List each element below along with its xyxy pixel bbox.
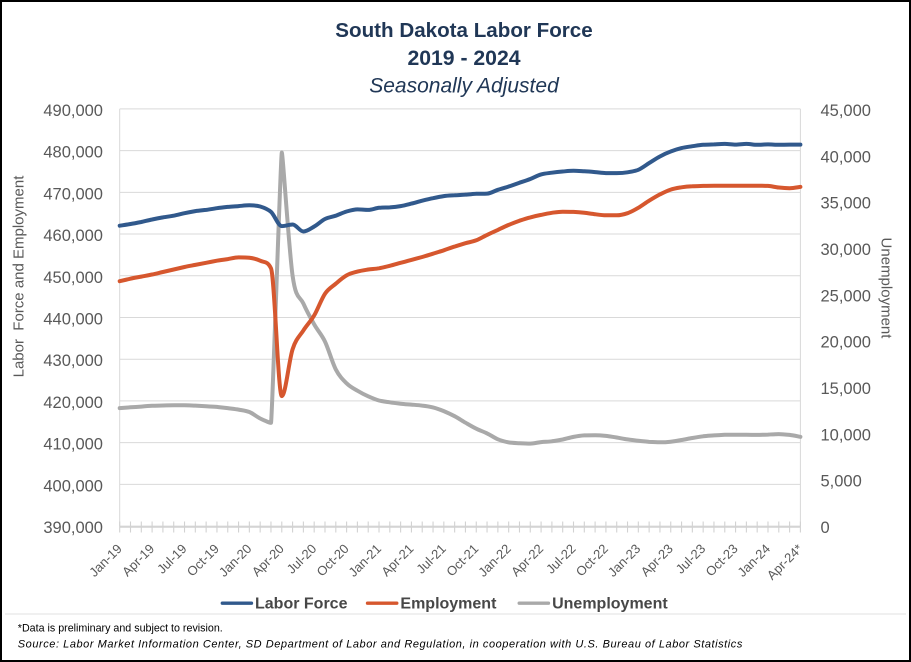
svg-text:420,000: 420,000 [43,394,103,412]
svg-text:25,000: 25,000 [821,287,871,305]
svg-text:Seasonally Adjusted: Seasonally Adjusted [369,75,560,98]
svg-text:Source: Labor Market Informati: Source: Labor Market Information Center,… [18,639,743,651]
svg-text:5,000: 5,000 [821,473,862,491]
svg-text:Unemployment: Unemployment [878,238,895,340]
svg-text:*Data is preliminary and subje: *Data is preliminary and subject to revi… [18,623,223,635]
svg-text:15,000: 15,000 [821,380,871,398]
svg-text:30,000: 30,000 [821,241,871,259]
svg-text:0: 0 [821,519,830,537]
svg-text:20,000: 20,000 [821,334,871,352]
svg-text:South Dakota Labor Force: South Dakota Labor Force [335,19,592,42]
svg-text:450,000: 450,000 [43,269,103,287]
svg-text:480,000: 480,000 [43,144,103,162]
svg-text:Labor Force: Labor Force [255,596,348,613]
svg-text:35,000: 35,000 [821,195,871,213]
svg-text:390,000: 390,000 [43,519,103,537]
svg-text:10,000: 10,000 [821,426,871,444]
svg-text:490,000: 490,000 [43,102,103,120]
svg-text:470,000: 470,000 [43,185,103,203]
svg-text:430,000: 430,000 [43,352,103,370]
svg-text:440,000: 440,000 [43,311,103,329]
svg-text:45,000: 45,000 [821,102,871,120]
svg-text:Employment: Employment [400,596,497,613]
svg-text:Labor Force and Employment: Labor Force and Employment [11,175,28,378]
svg-text:460,000: 460,000 [43,227,103,245]
svg-text:400,000: 400,000 [43,477,103,495]
svg-text:410,000: 410,000 [43,436,103,454]
svg-text:2019 - 2024: 2019 - 2024 [407,47,520,70]
svg-text:40,000: 40,000 [821,148,871,166]
svg-text:Unemployment: Unemployment [552,596,668,613]
